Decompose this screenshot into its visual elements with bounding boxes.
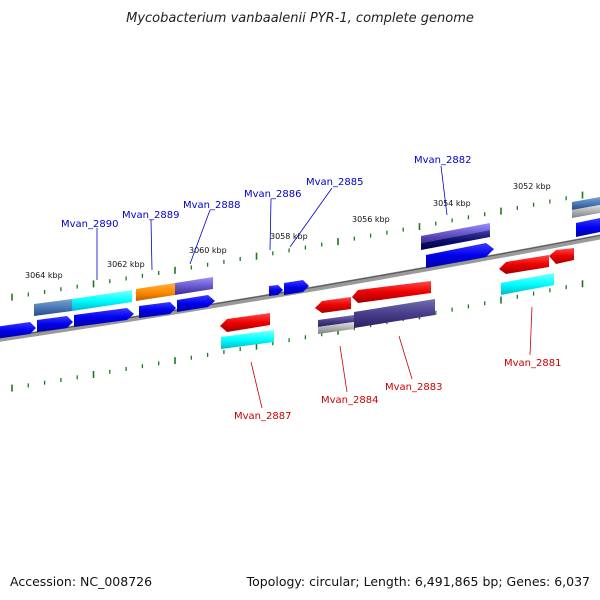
gene-label-mvan-2886[interactable]: Mvan_2886 [244,189,301,200]
gene-label-mvan-2889[interactable]: Mvan_2889 [122,210,179,221]
scale-label-3064: 3064 kbp [25,271,63,280]
gene-label-mvan-2887[interactable]: Mvan_2887 [234,411,291,422]
forward-category-bars [34,197,600,316]
scale-label-3058: 3058 kbp [270,232,308,241]
map-title: Mycobacterium vanbaalenii PYR-1, complet… [126,11,474,26]
reverse-gene-labels: Mvan_2887 Mvan_2884 Mvan_2883 Mvan_2881 [234,306,561,422]
topology-info-text: Topology: circular; Length: 6,491,865 bp… [246,574,590,589]
scale-label-3060: 3060 kbp [189,246,227,255]
gene-label-mvan-2888[interactable]: Mvan_2888 [183,200,240,211]
scale-ruler-upper [11,191,584,301]
scale-label-3052: 3052 kbp [513,182,551,191]
scale-label-3056: 3056 kbp [352,215,390,224]
forward-gene-arrows [0,218,600,339]
gene-label-mvan-2883[interactable]: Mvan_2883 [385,382,442,393]
gene-label-mvan-2885[interactable]: Mvan_2885 [306,177,363,188]
scale-label-3054: 3054 kbp [433,199,471,208]
gene-label-mvan-2881[interactable]: Mvan_2881 [504,358,561,369]
gene-label-mvan-2882[interactable]: Mvan_2882 [414,155,471,166]
reverse-category-bars [221,273,554,349]
scale-label-3062: 3062 kbp [107,260,145,269]
gene-label-mvan-2884[interactable]: Mvan_2884 [321,395,378,406]
gene-label-mvan-2890[interactable]: Mvan_2890 [61,219,118,230]
forward-gene-labels: Mvan_2890 Mvan_2889 Mvan_2888 Mvan_2886 … [61,155,471,280]
accession-text: Accession: NC_008726 [10,574,152,589]
reverse-gene-arrows [220,248,574,332]
